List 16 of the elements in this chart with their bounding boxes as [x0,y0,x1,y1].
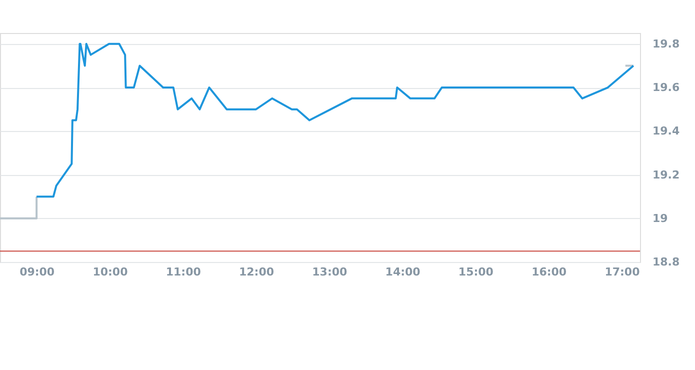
y-tick-label: 19.4 [652,124,680,138]
line-series [36,42,634,198]
x-tick-label: 10:00 [92,266,128,278]
y-tick-label: 18.8 [652,256,680,268]
x-tick-label: 13:00 [312,266,348,278]
y-tick-label: 19.6 [652,81,680,94]
x-tick-label: 14:00 [385,266,421,278]
x-tick-label: 17:00 [604,266,640,278]
x-tick-label: 12:00 [238,266,274,278]
x-tick-label: 15:00 [458,266,494,278]
y-tick-label: 19 [652,212,668,225]
x-tick-label: 09:00 [20,266,55,278]
y-tick-label: 19.2 [652,168,680,182]
x-tick-label: 16:00 [532,266,567,278]
y-tick-label: 19.8 [652,37,680,50]
x-tick-label: 11:00 [166,266,202,278]
